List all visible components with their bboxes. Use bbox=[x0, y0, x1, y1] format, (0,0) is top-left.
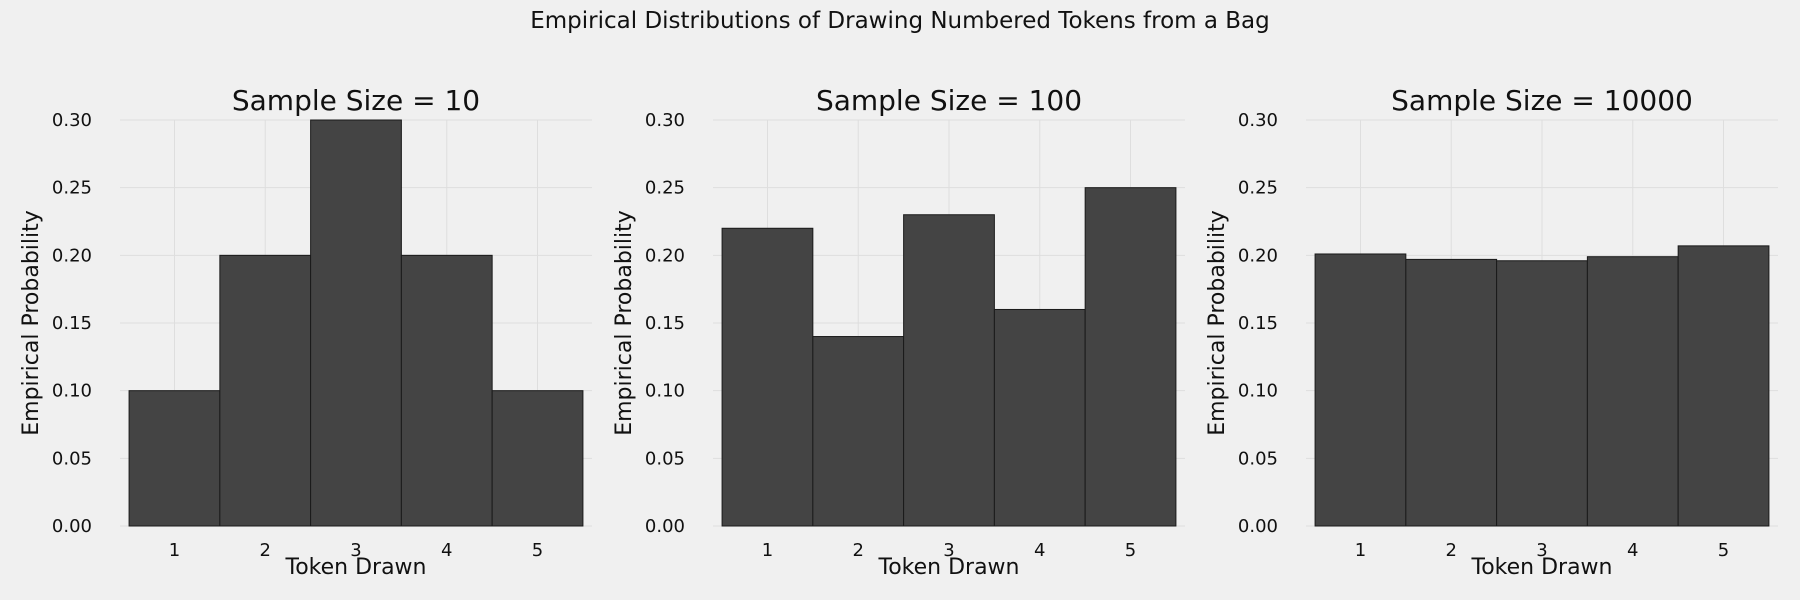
x-tick-label: 1 bbox=[762, 540, 773, 561]
y-tick-label: 0.15 bbox=[645, 313, 685, 334]
y-tick-label: 0.15 bbox=[1238, 313, 1278, 334]
y-tick-label: 0.25 bbox=[645, 178, 685, 199]
bar-token-2 bbox=[219, 254, 312, 527]
y-axis-label: Empirical Probability bbox=[19, 210, 44, 436]
y-tick-label: 0.20 bbox=[52, 245, 92, 266]
x-tick-label: 1 bbox=[1355, 540, 1366, 561]
bar-token-4 bbox=[400, 254, 493, 527]
bar-token-1 bbox=[1314, 253, 1407, 527]
x-tick-label: 3 bbox=[943, 540, 954, 561]
x-tick-label: 4 bbox=[441, 540, 452, 561]
chart-panel-2: 0.00 0.05 0.10 0.15 0.20 0.25 0.30 1 2 3 4 5 Sample … bbox=[612, 84, 1185, 580]
y-tick-label: 0.00 bbox=[645, 516, 685, 537]
bar-token-1 bbox=[721, 227, 814, 527]
y-tick-label: 0.10 bbox=[645, 381, 685, 402]
y-tick-label: 0.15 bbox=[52, 313, 92, 334]
y-tick-label: 0.30 bbox=[52, 110, 92, 131]
y-tick-label: 0.05 bbox=[1238, 448, 1278, 469]
y-tick-label: 0.10 bbox=[52, 381, 92, 402]
x-axis-label: Token Drawn bbox=[878, 555, 1020, 580]
bar-token-5 bbox=[1084, 187, 1177, 527]
chart-panel-3: 0.00 0.05 0.10 0.15 0.20 0.25 0.30 1 2 3 4 5 Sample … bbox=[1205, 84, 1778, 580]
y-tick-label: 0.05 bbox=[645, 448, 685, 469]
y-tick-label: 0.30 bbox=[645, 110, 685, 131]
y-tick-label: 0.10 bbox=[1238, 381, 1278, 402]
x-tick-label: 2 bbox=[1446, 540, 1457, 561]
bar-token-5 bbox=[491, 390, 584, 527]
x-tick-label: 3 bbox=[350, 540, 361, 561]
bar-token-2 bbox=[812, 336, 905, 527]
y-tick-label: 0.20 bbox=[1238, 245, 1278, 266]
y-tick-label: 0.25 bbox=[1238, 178, 1278, 199]
x-tick-label: 5 bbox=[1125, 540, 1136, 561]
x-tick-label: 4 bbox=[1034, 540, 1045, 561]
panel-title: Sample Size = 10 bbox=[232, 84, 480, 117]
bar-token-3 bbox=[1496, 260, 1588, 527]
x-tick-label: 2 bbox=[260, 540, 271, 561]
y-tick-label: 0.00 bbox=[52, 516, 92, 537]
x-tick-label: 5 bbox=[532, 540, 543, 561]
y-tick-label: 0.25 bbox=[52, 178, 92, 199]
y-axis-label: Empirical Probability bbox=[612, 210, 637, 436]
x-axis-label: Token Drawn bbox=[1471, 555, 1613, 580]
y-axis-label: Empirical Probability bbox=[1205, 210, 1230, 436]
bar-token-3 bbox=[903, 214, 995, 527]
bar-token-5 bbox=[1677, 245, 1770, 527]
x-tick-label: 2 bbox=[853, 540, 864, 561]
x-axis-label: Token Drawn bbox=[285, 555, 427, 580]
panel-title: Sample Size = 100 bbox=[816, 84, 1082, 117]
panel-title: Sample Size = 10000 bbox=[1391, 84, 1693, 117]
x-tick-label: 4 bbox=[1627, 540, 1638, 561]
bar-token-2 bbox=[1405, 258, 1498, 527]
bar-token-3 bbox=[310, 119, 402, 527]
bar-token-4 bbox=[1586, 256, 1679, 527]
bar-token-1 bbox=[128, 390, 221, 527]
y-tick-label: 0.30 bbox=[1238, 110, 1278, 131]
y-tick-label: 0.00 bbox=[1238, 516, 1278, 537]
chart-panel-1: 0.00 0.05 0.10 0.15 0.20 0.25 0.30 1 2 3 4 5 Sample … bbox=[19, 84, 592, 580]
y-tick-label: 0.05 bbox=[52, 448, 92, 469]
y-tick-label: 0.20 bbox=[645, 245, 685, 266]
x-tick-label: 5 bbox=[1718, 540, 1729, 561]
figure-suptitle: Empirical Distributions of Drawing Numbe… bbox=[530, 8, 1270, 34]
bar-token-4 bbox=[993, 308, 1086, 527]
x-tick-label: 3 bbox=[1536, 540, 1547, 561]
x-tick-label: 1 bbox=[169, 540, 180, 561]
